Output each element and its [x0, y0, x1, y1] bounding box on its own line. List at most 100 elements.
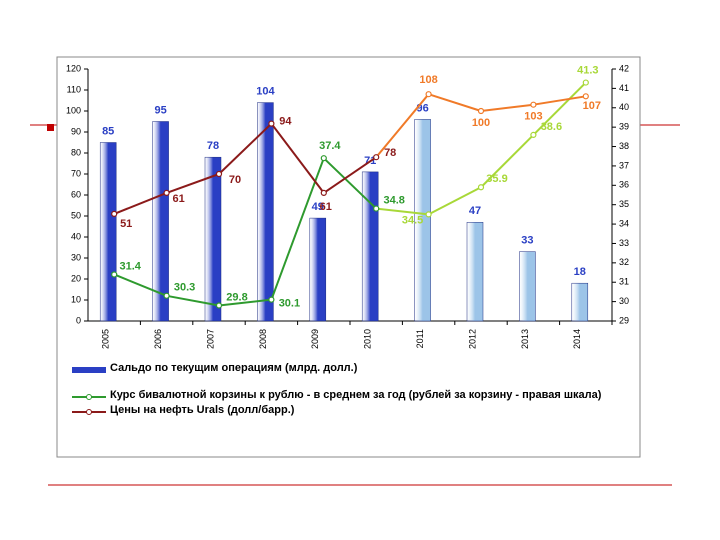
line-segment: [480, 103, 534, 112]
y2-tick-label: 41: [619, 83, 629, 93]
y2-tick-label: 42: [619, 63, 629, 73]
value-label: 51: [120, 218, 132, 230]
legend: Сальдо по текущим операциям (млрд. долл.…: [70, 362, 620, 419]
y2-tick-label: 33: [619, 238, 629, 248]
y2-tick-label: 35: [619, 199, 629, 209]
marker: [582, 79, 589, 86]
x-tick-label: 2009: [310, 329, 320, 349]
legend-item: Цены на нефть Urals (долл/барр.): [70, 404, 620, 417]
y-tick-label: 10: [71, 294, 81, 304]
bar: [571, 282, 589, 322]
marker: [477, 184, 485, 191]
y-tick-label: 70: [71, 168, 81, 178]
y-tick-label: 30: [71, 252, 81, 262]
y2-tick-label: 31: [619, 277, 629, 287]
y-tick-label: 100: [66, 105, 81, 115]
x-tick-label: 2013: [520, 329, 530, 349]
value-label: 100: [472, 117, 490, 129]
legend-label: Цены на нефть Urals (долл/барр.): [110, 404, 295, 416]
value-label: 29.8: [226, 291, 247, 303]
line-segment: [323, 156, 377, 194]
line-segment: [428, 186, 482, 216]
line-segment: [428, 93, 482, 112]
value-label: 78: [207, 140, 219, 152]
value-label: 33: [521, 235, 533, 247]
x-tick-label: 2005: [101, 329, 111, 349]
y-tick-label: 80: [71, 147, 81, 157]
line-segment: [166, 173, 220, 194]
marker: [215, 302, 223, 309]
value-label: 61: [172, 193, 184, 205]
y-tick-label: 90: [71, 126, 81, 136]
line-segment: [218, 298, 272, 307]
value-label: 85: [102, 125, 114, 137]
y2-tick-label: 39: [619, 122, 629, 132]
legend-swatch: [72, 409, 106, 415]
line-segment: [323, 157, 377, 210]
bar: [152, 121, 169, 322]
bar: [361, 171, 379, 322]
value-label: 38.6: [541, 121, 562, 133]
value-label: 108: [419, 74, 437, 86]
legend-item: Курс бивалютной корзины к рублю - в сред…: [70, 389, 620, 402]
marker: [320, 189, 327, 196]
value-label: 34.5: [402, 214, 423, 226]
value-label: 95: [154, 104, 166, 116]
y-tick-label: 60: [71, 189, 81, 199]
bar: [99, 142, 117, 322]
marker: [268, 120, 275, 127]
y2-tick-label: 34: [619, 218, 629, 228]
line-segment: [480, 134, 535, 188]
value-label: 70: [229, 174, 241, 186]
marker: [373, 205, 380, 212]
marker: [163, 189, 170, 196]
value-label: 34.8: [383, 194, 404, 206]
bar: [414, 119, 431, 322]
line-segment: [270, 122, 325, 194]
marker: [477, 107, 485, 115]
marker: [111, 271, 118, 278]
y-tick-label: 40: [71, 231, 81, 241]
value-label: 78: [384, 147, 396, 159]
value-label: 47: [469, 205, 481, 217]
marker: [163, 292, 170, 299]
y2-tick-label: 29: [619, 315, 629, 325]
value-label: 35.9: [486, 173, 507, 185]
bar: [519, 251, 536, 322]
value-label: 37.4: [319, 140, 341, 152]
value-label: 104: [256, 86, 275, 98]
marker: [530, 131, 537, 139]
line-segment: [113, 273, 167, 297]
line-segment: [376, 207, 429, 216]
marker: [268, 296, 275, 303]
x-tick-label: 2012: [467, 329, 477, 349]
line-segment: [533, 95, 586, 106]
value-label: 107: [583, 100, 601, 112]
value-label: 96: [416, 102, 428, 114]
y-tick-label: 20: [71, 273, 81, 283]
legend-item: Сальдо по текущим операциям (млрд. долл.…: [70, 362, 620, 375]
value-label: 41.3: [577, 64, 598, 76]
bullet: [47, 124, 54, 131]
line-segment: [218, 122, 273, 175]
line-segment: [166, 294, 220, 307]
value-label: 31.4: [119, 260, 141, 272]
marker: [320, 155, 327, 162]
y-tick-label: 120: [66, 63, 81, 73]
y-tick-label: 0: [76, 315, 81, 325]
legend-swatch: [72, 394, 106, 400]
bar: [466, 222, 484, 322]
bar: [309, 217, 327, 322]
legend-label: Курс бивалютной корзины к рублю - в сред…: [110, 389, 602, 401]
y2-tick-label: 32: [619, 257, 629, 267]
legend-swatch: [72, 367, 106, 373]
y2-tick-label: 37: [619, 160, 629, 170]
value-label: 103: [524, 111, 542, 123]
x-tick-label: 2014: [572, 329, 582, 349]
y2-tick-label: 38: [619, 141, 629, 151]
marker: [111, 210, 118, 217]
marker: [425, 211, 432, 218]
y-tick-label: 110: [67, 84, 81, 94]
